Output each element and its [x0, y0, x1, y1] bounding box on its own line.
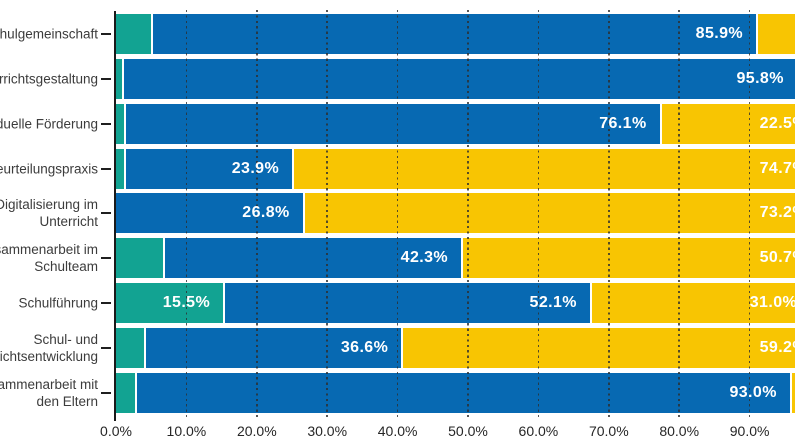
segment-value-label: 36.6%	[340, 338, 389, 356]
gridline	[256, 10, 258, 419]
category-label-line: Zusammenarbeit im	[0, 242, 98, 258]
bar-segment-yellow: 73.2%	[304, 193, 795, 234]
bar-segment-blue: 52.1%	[225, 283, 592, 324]
category-label: Schul- undUnterrichtsentwicklung	[0, 331, 98, 365]
bar-segment-teal	[116, 238, 166, 279]
bar-segment-teal	[116, 14, 154, 54]
segment-value-label: 31.0%	[749, 294, 795, 312]
category-label: Beurteilungspraxis	[0, 160, 98, 177]
y-axis-tick	[101, 302, 111, 305]
bar-segment-teal	[116, 103, 126, 144]
x-tick-label: 70.0%	[588, 423, 629, 439]
category-label-line: Schulführung	[18, 295, 98, 311]
y-axis-tick	[101, 33, 111, 35]
category-label-line: Schulteam	[34, 259, 98, 275]
x-tick-label: 60.0%	[518, 423, 559, 439]
category-label: Digitalisierung im Unterricht	[0, 196, 98, 230]
category-label-line: Digitalisierung im	[0, 197, 98, 213]
y-axis-tick	[101, 77, 111, 80]
segment-value-label: 22.5%	[759, 114, 795, 132]
category-label: Schulführung	[0, 295, 98, 312]
y-axis-tick	[101, 212, 111, 215]
bar-segment-blue: 95.8%	[124, 58, 795, 99]
gridline	[467, 10, 469, 419]
category-label: Schulgemeinschaft	[0, 26, 98, 43]
category-label: Unterrichtsgestaltung	[0, 70, 98, 87]
bar-segment-blue: 26.8%	[116, 193, 305, 234]
bar-segment-teal	[116, 148, 126, 189]
bar-segment-teal	[116, 327, 146, 368]
gridline	[185, 10, 188, 419]
gridline	[537, 10, 540, 419]
x-tick-label: 30.0%	[307, 423, 348, 439]
category-label-line: Beurteilungspraxis	[0, 161, 98, 177]
segment-value-label: 73.2%	[759, 204, 795, 222]
x-tick-label: 80.0%	[659, 423, 700, 439]
segment-value-label: 93.0%	[729, 383, 777, 401]
bar-segment-blue: 76.1%	[125, 103, 662, 144]
bar-segment-teal	[116, 372, 138, 413]
segment-value-label: 23.9%	[231, 159, 280, 177]
bar-segment-yellow: 74.7%	[294, 148, 795, 189]
category-label-line: Schulgemeinschaft	[0, 26, 98, 42]
y-axis-tick	[101, 257, 111, 260]
bar-segment-yellow: 31.0%	[591, 283, 795, 324]
bar-segment-teal	[116, 58, 125, 99]
x-tick-label: 40.0%	[377, 423, 418, 439]
segment-value-label: 15.5%	[162, 294, 211, 312]
gridline	[748, 10, 751, 419]
x-tick-label: 20.0%	[236, 423, 277, 439]
bar-segment-blue: 42.3%	[165, 238, 464, 279]
category-label: Individuelle Förderung	[0, 115, 98, 132]
segment-value-label: 85.9%	[695, 25, 744, 42]
category-label-line: Zusammenarbeit mit	[0, 376, 98, 392]
y-axis-tick	[101, 391, 111, 394]
gridline	[396, 10, 399, 419]
category-label-line: den Eltern	[36, 393, 98, 409]
bar-segment-blue: 85.9%	[153, 14, 759, 54]
segment-value-label: 76.1%	[599, 114, 647, 132]
bar-segment-teal: 15.5%	[116, 283, 226, 324]
bar-segment-blue: 93.0%	[137, 372, 792, 413]
x-tick-label: 10.0%	[166, 423, 207, 439]
bar-segment-yellow	[758, 14, 795, 54]
bar-segment-yellow: 59.2%	[403, 327, 795, 368]
category-label-line: Individuelle Förderung	[0, 116, 98, 132]
segment-value-label: 59.2%	[759, 338, 795, 356]
segment-value-label: 42.3%	[400, 249, 449, 267]
bar-segment-blue: 36.6%	[145, 327, 404, 368]
category-label-line: Unterrichtsentwicklung	[0, 348, 98, 364]
gridline	[678, 10, 680, 419]
segment-value-label: 52.1%	[529, 294, 577, 312]
segment-value-label: 26.8%	[242, 204, 290, 222]
bar-segment-blue: 23.9%	[125, 148, 295, 189]
segment-value-label: 50.7%	[759, 249, 795, 267]
x-tick-label: 90.0%	[729, 423, 770, 439]
y-axis-line	[113, 11, 116, 421]
gridline	[326, 10, 328, 419]
bar-segment-yellow	[791, 372, 795, 413]
y-axis-tick	[101, 346, 111, 349]
gridline	[608, 10, 610, 419]
x-tick-label: 50.0%	[448, 423, 488, 439]
bar-segment-yellow: 22.5%	[661, 103, 795, 144]
y-axis-tick	[101, 122, 111, 125]
bar-segment-yellow: 50.7%	[463, 238, 795, 279]
category-label-line: Unterricht	[39, 214, 98, 230]
segment-value-label: 74.7%	[759, 159, 795, 177]
x-tick-label: 0.0%	[100, 423, 132, 439]
category-label-line: Schul- und	[33, 331, 98, 347]
segment-value-label: 95.8%	[736, 69, 784, 87]
y-axis-tick	[101, 167, 111, 170]
category-label-line: Unterrichtsgestaltung	[0, 71, 98, 87]
